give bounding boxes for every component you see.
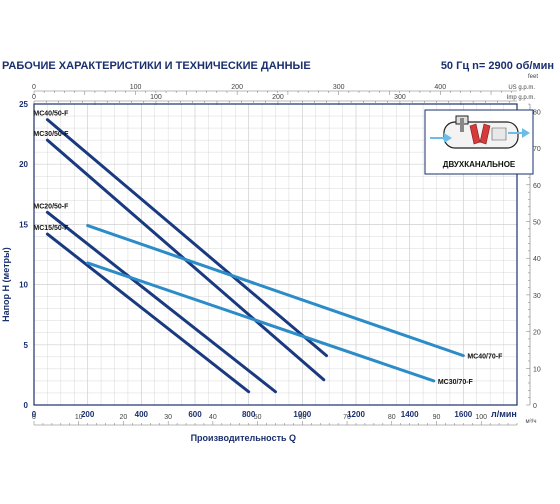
impeller-inset: ДВУХКАНАЛЬНОЕ: [424, 109, 534, 175]
x-axis-unit: л/мин: [491, 409, 517, 419]
y-tick-label: 0: [24, 401, 29, 410]
us-gpm-axis-tick-label: 400: [434, 84, 446, 91]
us-gpm-axis-tick-label: 200: [231, 84, 243, 91]
m3h-tick-label: 30: [164, 414, 172, 421]
imp-gpm-axis-tick-label: 0: [32, 94, 36, 101]
top-secondary-axes: 0 100 200 300 400 US g.p.m. 0 100 200 300 Imp g.p.…: [32, 84, 535, 105]
feet-tick-label: 70: [533, 146, 541, 153]
m3h-axis-unit: м³/ч: [526, 419, 537, 425]
m3h-tick-label: 40: [209, 414, 217, 421]
us-gpm-axis-unit: US g.p.m.: [508, 85, 535, 91]
m3h-tick-label: 0: [32, 414, 36, 421]
imp-gpm-axis-tick-label: 100: [150, 94, 162, 101]
us-gpm-axis-tick-label: 300: [333, 84, 345, 91]
m3h-tick-label: 60: [298, 414, 306, 421]
series-line-mc40/50-f: [45, 118, 328, 358]
x-tick-label: 1600: [454, 410, 472, 419]
us-gpm-axis-tick-label: 100: [130, 84, 142, 91]
bottom-secondary-axis: 0 10 20 30 40 50 60 70 80 90 100 м³/ч: [32, 414, 537, 426]
feet-tick-label: 0: [533, 403, 537, 410]
imp-gpm-axis-unit: Imp g.p.m.: [507, 95, 536, 101]
plot-frame: [33, 103, 518, 406]
feet-tick-label: 40: [533, 256, 541, 263]
y-tick-label: 25: [19, 100, 28, 109]
y-tick-label: 5: [24, 341, 29, 350]
grid-lines: [33, 103, 518, 406]
impeller-type-label: ДВУХКАНАЛЬНОЕ: [443, 160, 516, 169]
series-label: MC40/50-F: [33, 111, 69, 118]
imp-gpm-axis-tick-label: 200: [272, 94, 284, 101]
x-tick-label: 1000: [293, 410, 311, 419]
series-label: MC15/50-F: [33, 225, 69, 232]
x-tick-label: 1200: [347, 410, 365, 419]
series-lines: [45, 118, 465, 394]
series-label: MC30/50-F: [33, 131, 69, 138]
m3h-tick-label: 100: [475, 414, 487, 421]
feet-tick-label: 10: [533, 366, 541, 373]
y-tick-label: 15: [19, 220, 28, 229]
y-axis-label: Напор H (метры): [1, 247, 11, 322]
series-label: MC30/70-F: [438, 379, 474, 386]
m3h-tick-label: 80: [388, 414, 396, 421]
us-gpm-axis-tick-label: 0: [32, 84, 36, 91]
m3h-tick-label: 50: [254, 414, 262, 421]
y-tick-label: 20: [19, 160, 28, 169]
series-label: MC40/70-F: [467, 354, 503, 361]
m3h-tick-label: 20: [120, 414, 128, 421]
feet-tick-label: 30: [533, 293, 541, 300]
x-tick-label: 600: [188, 410, 202, 419]
x-tick-label: 400: [135, 410, 149, 419]
m3h-tick-label: 70: [343, 414, 351, 421]
x-tick-label: 1400: [401, 410, 419, 419]
double-channel-impeller-icon: [430, 115, 530, 149]
frequency-speed-spec: 50 Гц n= 2900 об/мин: [440, 60, 554, 72]
page-title: РАБОЧИЕ ХАРАКТЕРИСТИКИ И ТЕХНИЧЕСКИЕ ДАН…: [2, 60, 311, 72]
x-tick-label: 800: [242, 410, 256, 419]
feet-tick-label: 60: [533, 183, 541, 190]
series-line-mc30/70-f: [86, 261, 436, 383]
m3h-tick-label: 90: [433, 414, 441, 421]
primary-tick-labels: 0 200 400 600 800 1000 1200 1400 1600 0 5 10 15 20 25: [19, 100, 473, 419]
x-tick-label: 0: [32, 410, 37, 419]
x-axis-label: Производительность Q: [191, 433, 296, 443]
feet-axis-unit: feet: [528, 74, 538, 80]
series-line-mc40/70-f: [86, 224, 465, 358]
m3h-tick-label: 10: [75, 414, 83, 421]
y-tick-label: 10: [19, 281, 28, 290]
imp-gpm-axis-tick-label: 300: [394, 94, 406, 101]
feet-tick-label: 80: [533, 109, 541, 116]
feet-tick-label: 50: [533, 220, 541, 227]
series-labels: MC40/50-F MC30/50-F MC20/50-F MC15/50-F MC40…: [33, 111, 503, 386]
series-line-mc15/50-f: [45, 232, 251, 394]
series-line-mc20/50-f: [45, 210, 277, 394]
x-tick-label: 200: [81, 410, 95, 419]
series-label: MC20/50-F: [33, 203, 69, 210]
feet-tick-label: 20: [533, 330, 541, 337]
